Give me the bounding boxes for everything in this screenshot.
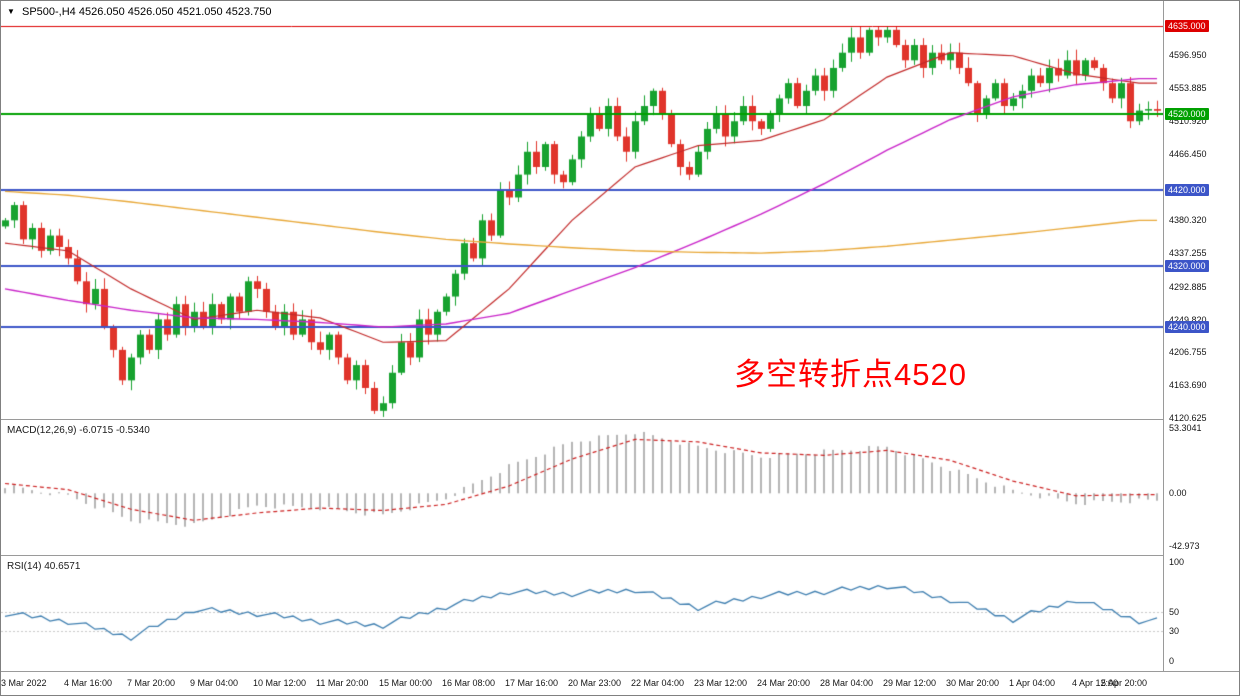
rsi-indicator-value: 40.6571 <box>44 561 81 572</box>
macd-indicator-name: MACD(12,26,9) <box>7 425 77 436</box>
price-axis-tick: 4163.690 <box>1169 380 1207 391</box>
price-level-badge: 4635.000 <box>1165 20 1209 32</box>
price-axis-tick: 4337.255 <box>1169 247 1207 258</box>
price-axis-separator <box>1163 1 1164 671</box>
time-axis-label: 17 Mar 16:00 <box>505 678 559 688</box>
time-axis-label: 30 Mar 20:00 <box>946 678 1000 688</box>
time-axis-label: 4 Apr 12:00 <box>1072 678 1119 688</box>
price-axis-tick: 4249.820 <box>1169 314 1207 325</box>
price-axis-tick: 4596.950 <box>1169 50 1207 60</box>
macd-indicator-values: -6.0715 -0.5340 <box>79 425 150 436</box>
price-level-badge: 4320.000 <box>1165 260 1209 273</box>
time-axis-label: 29 Mar 12:00 <box>883 678 937 688</box>
time-axis-label: 11 Mar 20:00 <box>316 678 369 688</box>
time-axis-label: 24 Mar 20:00 <box>757 678 811 688</box>
rsi-panel-header: RSI(14) 40.6571 <box>7 561 80 572</box>
price-axis-tick: 4466.450 <box>1169 149 1207 160</box>
price-level-badge: 4240.000 <box>1165 321 1209 333</box>
time-axis-label: 1 Apr 04:00 <box>1009 678 1056 688</box>
rsi-axis-tick: 30 <box>1169 626 1180 637</box>
macd-panel-header: MACD(12,26,9) -6.0715 -0.5340 <box>7 425 150 436</box>
rsi-axis-tick: 100 <box>1169 557 1185 567</box>
time-axis-label: 5 Apr 20:00 <box>1101 678 1148 688</box>
price-axis-tick: 4292.885 <box>1169 281 1207 292</box>
chart-annotation-text: 多空转折点4520 <box>734 357 967 392</box>
time-axis-label: 7 Mar 20:00 <box>127 678 176 688</box>
time-axis-label: 22 Mar 04:00 <box>631 678 685 688</box>
time-axis-label: 23 Mar 12:00 <box>694 678 748 688</box>
time-axis-label: 15 Mar 00:00 <box>379 678 433 688</box>
time-axis-label: 3 Mar 2022 <box>1 678 47 688</box>
price-axis-tick: 4120.625 <box>1169 412 1207 423</box>
panel-separator[interactable] <box>1 419 1239 420</box>
time-axis-label: 10 Mar 12:00 <box>253 678 307 688</box>
price-axis[interactable]: 4596.950 4553.885 4510.920 4466.450 4380.320… <box>1164 1 1239 671</box>
rsi-axis-tick: 50 <box>1169 606 1180 617</box>
symbol-dropdown-marker-icon[interactable]: ▼ <box>7 7 15 16</box>
rsi-axis-tick: 0 <box>1169 656 1175 666</box>
time-axis[interactable]: 3 Mar 2022 4 Mar 16:00 7 Mar 20:00 9 Mar 04… <box>1 672 1163 695</box>
rsi-indicator-name: RSI(14) <box>7 561 42 572</box>
price-axis-tick: 4510.920 <box>1169 115 1207 126</box>
time-axis-label: 16 Mar 08:00 <box>442 678 496 688</box>
ohlc-values: 4526.050 4526.050 4521.050 4523.750 <box>78 6 272 18</box>
price-axis-tick: 4553.885 <box>1169 82 1207 93</box>
time-axis-label: 20 Mar 23:00 <box>568 678 622 688</box>
main-price-chart[interactable] <box>1 1 1163 419</box>
panel-separator[interactable] <box>1 555 1239 556</box>
macd-axis-tick: -42.973 <box>1169 541 1200 551</box>
time-axis-label: 9 Mar 04:00 <box>190 678 239 688</box>
symbol-and-timeframe: SP500-,H4 <box>21 6 76 18</box>
price-axis-tick: 4380.320 <box>1169 215 1207 226</box>
rsi-panel-canvas[interactable] <box>1 556 1163 671</box>
chart-ohlc-readout: ▼ SP500-,H4 4526.050 4526.050 4521.050 4… <box>7 6 272 18</box>
price-axis-tick: 4206.755 <box>1169 347 1207 358</box>
time-axis-separator <box>1 671 1239 672</box>
macd-panel-canvas[interactable] <box>1 420 1163 555</box>
macd-axis-tick: 0.00 <box>1169 488 1187 499</box>
price-level-badge: 4520.000 <box>1165 107 1209 120</box>
macd-axis-tick: 53.3041 <box>1169 423 1202 433</box>
price-level-badge: 4420.000 <box>1165 183 1209 196</box>
time-axis-label: 28 Mar 04:00 <box>820 678 874 688</box>
time-axis-label: 4 Mar 16:00 <box>64 678 113 688</box>
